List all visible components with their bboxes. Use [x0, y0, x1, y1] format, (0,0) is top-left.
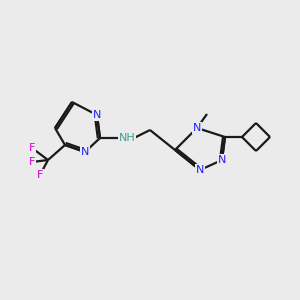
Text: NH: NH	[118, 133, 135, 143]
Text: F: F	[29, 157, 35, 167]
Text: N: N	[196, 165, 204, 175]
Text: N: N	[81, 147, 89, 157]
Text: N: N	[218, 155, 226, 165]
Text: N: N	[193, 123, 201, 133]
Text: F: F	[29, 143, 35, 153]
Text: F: F	[37, 170, 43, 180]
Text: N: N	[93, 110, 101, 120]
